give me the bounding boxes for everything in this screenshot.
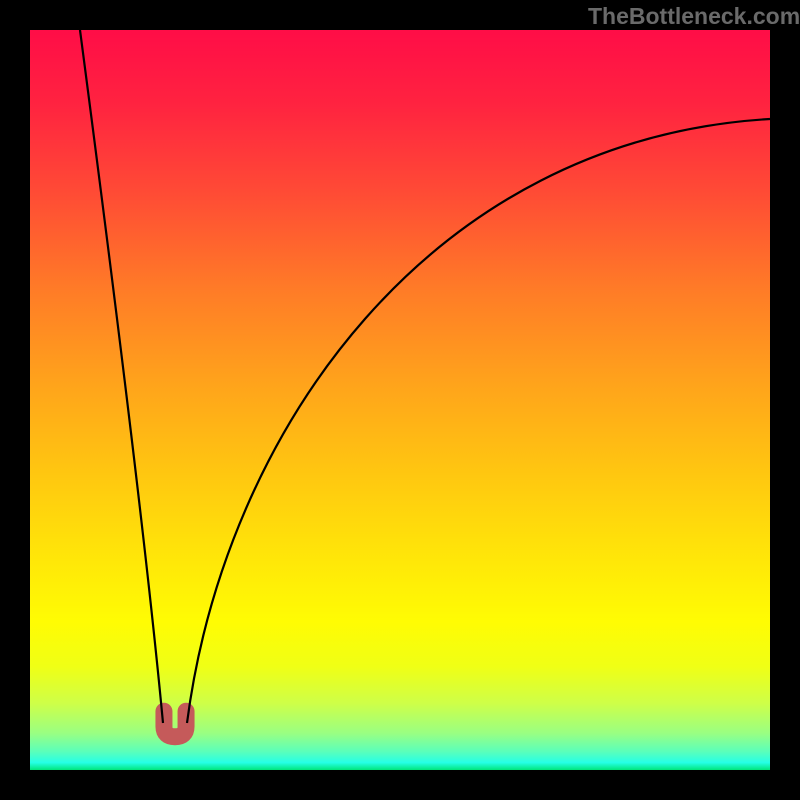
bottleneck-chart xyxy=(0,0,800,800)
watermark-text: TheBottleneck.com xyxy=(588,3,800,30)
plot-background xyxy=(30,30,770,770)
